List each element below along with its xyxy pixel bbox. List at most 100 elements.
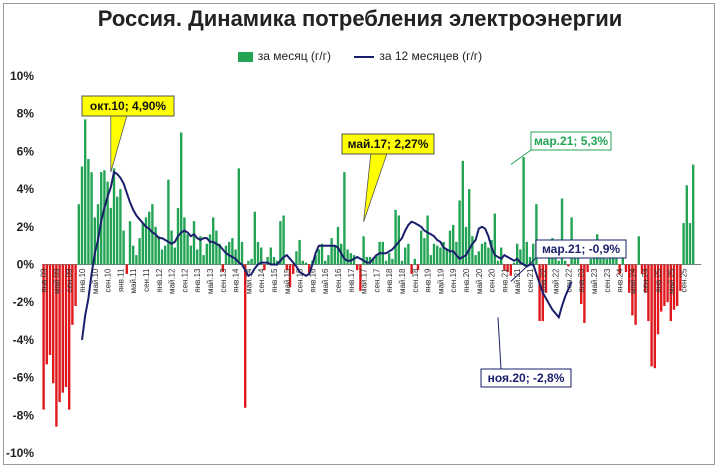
chart-legend: за месяц (г/г) за 12 месяцев (г/г) [0,48,720,63]
monthly-bar [282,215,285,265]
chart-title: Россия. Динамика потребления электроэнер… [97,6,623,31]
monthly-bar [112,168,116,265]
x-tick-label: сен.18 [411,268,420,293]
callout-pointer [510,257,537,282]
x-tick-label: сен.10 [104,268,113,293]
monthly-bar [432,243,436,265]
monthly-bar [455,241,458,265]
monthly-bar [612,253,615,265]
monthly-bar [535,204,538,265]
x-tick-label: сен.15 [296,268,305,293]
callout-pointer [497,317,502,370]
monthly-bar [276,260,279,265]
monthly-bar [285,264,288,271]
x-tick-label: сен.12 [180,268,189,293]
monthly-bar [250,258,253,265]
monthly-bar [669,264,672,322]
monthly-bar [292,264,295,274]
monthly-bar [676,264,679,306]
monthly-bar [183,217,186,265]
monthly-bar [272,256,276,265]
monthly-bar [324,260,327,265]
monthly-bar [256,241,260,265]
monthly-bar [144,217,148,265]
monthly-bar [631,264,634,316]
x-tick-label: май.14 [244,268,253,294]
monthly-bar [506,264,509,273]
monthly-bar [394,209,397,265]
y-tick-label: -10% [6,446,34,460]
monthly-bar [119,189,122,265]
monthly-bar [410,264,413,274]
monthly-bar [384,260,388,265]
x-tick-label: янв.16 [308,268,317,293]
monthly-bar [45,264,48,365]
monthly-bar [666,264,669,303]
monthly-bar [592,255,596,265]
callout-box [480,368,572,388]
x-tick-label: май.24 [628,268,637,294]
monthly-bar [157,236,160,265]
monthly-bar [404,247,407,265]
y-tick-label: 0% [17,258,35,272]
monthly-bar [487,247,490,265]
monthly-bar [628,264,631,293]
monthly-bar [173,247,176,265]
callout-pointer [110,115,128,173]
monthly-bar [407,243,410,265]
x-tick-label: янв.18 [385,268,394,293]
callout-label: мар.21; -0,9% [542,242,620,256]
monthly-bar [640,264,644,274]
x-tick-label: янв.09 [40,268,49,293]
monthly-bar [522,157,525,265]
monthly-bar [279,221,282,265]
monthly-bar [186,234,189,265]
monthly-bar [637,236,640,265]
x-tick-label: янв.23 [577,268,586,293]
legend-label-annual: за 12 месяцев (г/г) [379,48,483,63]
x-tick-label: май.19 [436,268,445,294]
monthly-bar [167,179,170,265]
monthly-bar [688,223,692,265]
monthly-bar [477,251,480,265]
monthly-bar [93,217,96,265]
monthly-bar [589,258,592,265]
monthly-bar [532,243,535,265]
x-tick-label: сен.22 [564,268,573,293]
monthly-bar [672,264,676,310]
monthly-bar [400,260,404,265]
x-tick-label: май.13 [206,268,215,294]
monthly-bar [548,253,551,265]
monthly-bar [512,262,516,265]
y-tick-label: 6% [17,144,35,158]
callout-label: окт.10; 4,90% [90,99,167,113]
monthly-bar [304,262,308,265]
monthly-bar [151,204,154,265]
monthly-bar [471,236,474,265]
monthly-bar [557,260,560,265]
monthly-bar [116,196,119,265]
monthly-bar [237,168,240,265]
monthly-bar [189,245,192,265]
monthly-bar [71,264,74,325]
monthly-bar [442,241,445,265]
monthly-bar [196,249,199,265]
x-tick-label: сен.23 [603,268,612,293]
monthly-bar [164,245,167,265]
monthly-bar [634,264,637,325]
x-tick-label: сен.14 [257,268,266,293]
monthly-bar [192,221,196,265]
monthly-bar [266,256,269,265]
x-tick-label: май.16 [321,268,330,294]
monthly-bar [103,170,106,265]
monthly-bar [77,204,80,265]
x-tick-label: май.25 [667,268,676,294]
y-tick-label: 10% [10,69,34,83]
x-tick-label: янв.21 [500,268,509,293]
x-tick-label: сен.24 [641,268,650,293]
monthly-bar [538,264,541,322]
monthly-bar [84,119,87,265]
monthly-bar [330,238,333,265]
x-tick-label: май.12 [168,268,177,294]
legend-item-annual: за 12 месяцев (г/г) [354,49,482,63]
